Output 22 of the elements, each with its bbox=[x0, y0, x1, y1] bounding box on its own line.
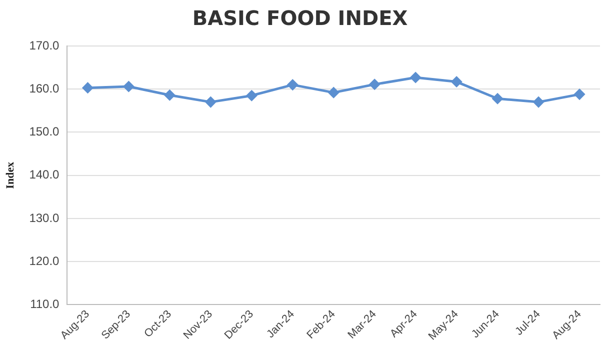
point bbox=[492, 93, 503, 104]
point bbox=[164, 90, 175, 100]
y-tick-label: 160.0 bbox=[29, 81, 60, 96]
point bbox=[574, 89, 585, 100]
point bbox=[123, 81, 134, 92]
point bbox=[533, 96, 544, 108]
point bbox=[369, 79, 380, 90]
point bbox=[205, 96, 216, 108]
y-tick-label: 120.0 bbox=[29, 254, 60, 268]
point bbox=[410, 72, 421, 83]
point bbox=[82, 82, 93, 94]
y-tick-label: 170.0 bbox=[29, 38, 60, 52]
point bbox=[287, 80, 298, 90]
y-axis-title: Index bbox=[4, 161, 16, 189]
y-tick-label: 110.0 bbox=[30, 297, 60, 312]
point bbox=[246, 90, 257, 101]
point bbox=[328, 87, 339, 98]
point bbox=[451, 76, 462, 88]
y-tick-label: 150.0 bbox=[29, 124, 60, 139]
y-tick-label: 130.0 bbox=[29, 210, 60, 225]
y-tick-label: 140.0 bbox=[29, 168, 60, 182]
chart-title: BASIC FOOD INDEX bbox=[192, 6, 408, 30]
